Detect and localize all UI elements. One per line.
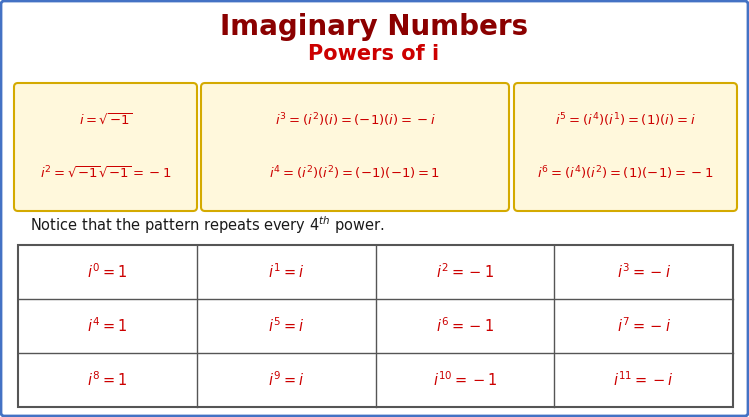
- Text: $i^1 = i$: $i^1 = i$: [268, 263, 304, 281]
- Bar: [18, 245, 733, 407]
- Text: $i^2 = \sqrt{-1}\sqrt{-1} = -1$: $i^2 = \sqrt{-1}\sqrt{-1} = -1$: [40, 166, 172, 181]
- Text: $i^3 = -i$: $i^3 = -i$: [616, 263, 670, 281]
- Text: $i^{11} = -i$: $i^{11} = -i$: [613, 371, 674, 389]
- Text: $i^3 = (i^2)(i) = (-1)(i) = -i$: $i^3 = (i^2)(i) = (-1)(i) = -i$: [275, 112, 435, 129]
- Text: $i^6 = (i^4)(i^2) = (1)(-1) = -1$: $i^6 = (i^4)(i^2) = (1)(-1) = -1$: [537, 165, 714, 182]
- Text: $i^5 = (i^4)(i^1) = (1)(i) = i$: $i^5 = (i^4)(i^1) = (1)(i) = i$: [555, 112, 696, 129]
- Text: $i^2 = -1$: $i^2 = -1$: [436, 263, 494, 281]
- Text: $i^0 = 1$: $i^0 = 1$: [88, 263, 127, 281]
- FancyBboxPatch shape: [14, 83, 197, 211]
- Text: $i^9 = i$: $i^9 = i$: [268, 371, 304, 389]
- FancyBboxPatch shape: [514, 83, 737, 211]
- Text: $i^7 = -i$: $i^7 = -i$: [616, 317, 670, 335]
- Text: $i = \sqrt{-1}$: $i = \sqrt{-1}$: [79, 113, 132, 128]
- Text: $i^4 = 1$: $i^4 = 1$: [88, 317, 127, 335]
- Text: $i^6 = -1$: $i^6 = -1$: [436, 317, 494, 335]
- Text: $i^5 = i$: $i^5 = i$: [268, 317, 304, 335]
- Text: Powers of i: Powers of i: [309, 44, 440, 64]
- Text: Imaginary Numbers: Imaginary Numbers: [220, 13, 528, 41]
- Text: $i^8 = 1$: $i^8 = 1$: [88, 371, 127, 389]
- FancyBboxPatch shape: [201, 83, 509, 211]
- Text: $i^4 = (i^2)(i^2) = (-1)(-1) = 1$: $i^4 = (i^2)(i^2) = (-1)(-1) = 1$: [270, 165, 440, 182]
- Text: Notice that the pattern repeats every $4^{th}$ power.: Notice that the pattern repeats every $4…: [30, 214, 385, 236]
- Text: $i^{10} = -1$: $i^{10} = -1$: [433, 371, 497, 389]
